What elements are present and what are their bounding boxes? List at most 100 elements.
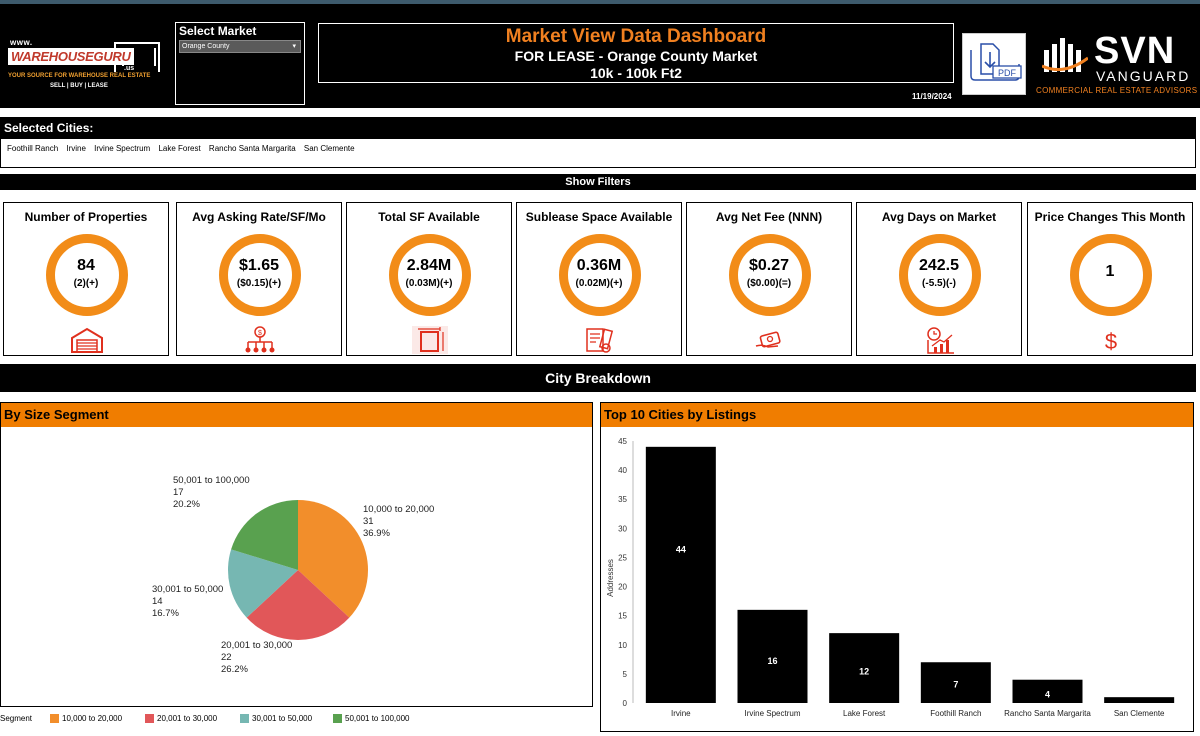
y-tick-label: 45 (618, 437, 627, 446)
bar[interactable] (737, 609, 808, 703)
kpi-ring (559, 234, 641, 316)
legend-title: Segment (0, 714, 33, 723)
bar[interactable] (645, 446, 716, 703)
report-date: 11/19/2024 (912, 92, 952, 101)
city-chip[interactable]: Rancho Santa Margarita (208, 144, 296, 153)
top-accent-line (0, 0, 1200, 4)
kpi-total-sf-available: Total SF Available 2.84M (0.03M)(+) (346, 202, 512, 356)
kpi-number-of-properties: Number of Properties 84 (2)(+) (3, 202, 169, 356)
bar-value-label: 7 (953, 680, 958, 690)
pdf-download-icon: PDF (970, 43, 1022, 81)
kpi-ring (899, 234, 981, 316)
market-select-value: Orange County (182, 43, 230, 50)
y-tick-label: 0 (623, 699, 628, 708)
legend-item[interactable]: 20,001 to 30,000 (145, 714, 218, 724)
svn-bars-icon (1042, 38, 1088, 72)
x-category-label: Lake Forest (843, 709, 886, 718)
pie-slice[interactable] (246, 570, 350, 640)
size-segment-pie-chart (228, 500, 368, 640)
kpi-ring (46, 234, 128, 316)
legend-swatch (333, 714, 342, 724)
blueprint-icon (586, 328, 614, 353)
x-category-label: Rancho Santa Margarita (1004, 709, 1091, 718)
pie-label-30k-50k: 30,001 to 50,000 14 16.7% (152, 584, 223, 620)
svg-text:$: $ (258, 330, 262, 337)
kpi-value: 2.84M (406, 257, 452, 274)
y-tick-label: 30 (618, 524, 627, 533)
kpi-ring (1070, 234, 1152, 316)
title-box: Market View Data Dashboard FOR LEASE - O… (318, 23, 954, 83)
legend-label: 30,001 to 50,000 (252, 714, 313, 723)
kpi-change: (2)(+) (73, 278, 99, 289)
dollar-sign-icon: $ (1105, 329, 1117, 354)
pie-legend: Segment 10,000 to 20,000 20,001 to 30,00… (0, 714, 600, 726)
logo-www: www. (10, 38, 33, 47)
kpi-value: $0.27 (748, 257, 790, 274)
market-select[interactable]: Orange County ▾ (179, 40, 301, 53)
y-tick-label: 40 (618, 466, 627, 475)
legend-item[interactable]: 50,001 to 100,000 (333, 714, 410, 724)
city-chip[interactable]: Irvine Spectrum (94, 144, 151, 153)
svn-caption: COMMERCIAL REAL ESTATE ADVISORS (1036, 86, 1198, 95)
bar[interactable] (920, 662, 991, 703)
kpi-sublease-space: Sublease Space Available 0.36M (0.02M)(+… (516, 202, 682, 356)
header-bar: www. WAREHOUSEGURU .us YOUR SOURCE FOR W… (0, 4, 1200, 108)
legend-label: 10,000 to 20,000 (62, 714, 123, 723)
x-category-label: Irvine (671, 709, 691, 718)
x-category-label: Irvine Spectrum (744, 709, 800, 718)
kpi-value: 1 (1105, 263, 1115, 280)
kpi-value: 84 (77, 257, 95, 274)
kpi-title: Avg Days on Market (881, 210, 997, 224)
legend-swatch (240, 714, 249, 724)
legend-item[interactable]: 10,000 to 20,000 (50, 714, 123, 724)
kpi-change: ($0.00)(=) (746, 278, 792, 289)
y-tick-label: 25 (618, 553, 627, 562)
kpi-avg-net-fee: Avg Net Fee (NNN) $0.27 ($0.00)(=) (686, 202, 852, 356)
kpi-ring (729, 234, 811, 316)
legend-label: 50,001 to 100,000 (345, 714, 410, 723)
y-tick-label: 15 (618, 612, 627, 621)
bar-value-label: 4 (1045, 689, 1050, 699)
legend-item[interactable]: 30,001 to 50,000 (240, 714, 313, 724)
kpi-title: Total SF Available (378, 210, 480, 224)
pie-label-name: 20,001 to 30,000 (221, 640, 293, 651)
top-cities-title: Top 10 Cities by Listings (601, 403, 1193, 427)
pie-slice[interactable] (228, 549, 298, 618)
city-chip[interactable]: Lake Forest (158, 144, 201, 153)
city-chip[interactable]: San Clemente (303, 144, 355, 153)
kpi-title: Number of Properties (24, 210, 148, 224)
y-axis-label: Addresses (606, 559, 615, 597)
bar-value-label: 12 (859, 667, 869, 677)
bar[interactable] (1012, 679, 1083, 703)
page-title: Market View Data Dashboard (505, 26, 767, 47)
pie-label-percent: 26.2% (221, 664, 248, 675)
pdf-download-button[interactable]: PDF (962, 33, 1026, 95)
bar[interactable] (829, 633, 900, 703)
show-filters-button[interactable]: Show Filters (0, 174, 1196, 190)
svn-vanguard-logo[interactable]: SVN VANGUARD COMMERCIAL REAL ESTATE ADVI… (1036, 30, 1198, 100)
bar[interactable] (1104, 697, 1175, 703)
x-category-label: Foothill Ranch (930, 709, 981, 718)
top-cities-bar-chart: 0 5 10 15 20 25 30 35 40 45 Addresses 44 Irvine 16 Irv… (606, 437, 1175, 718)
pie-label-name: 30,001 to 50,000 (152, 584, 224, 595)
legend-swatch (145, 714, 154, 724)
pie-label-percent: 16.7% (152, 608, 179, 619)
kpi-value: $1.65 (238, 257, 280, 274)
svn-sub: VANGUARD (1096, 68, 1191, 84)
area-frame-icon (412, 326, 448, 354)
page-subtitle-size: 10k - 100k Ft2 (590, 65, 682, 81)
kpi-avg-days-on-market: Avg Days on Market 242.5 (-5.5)(-) (856, 202, 1022, 356)
pie-slice[interactable] (298, 500, 368, 618)
warehouse-icon (71, 327, 103, 353)
legend-label: 20,001 to 30,000 (157, 714, 218, 723)
kpi-ring (219, 234, 301, 316)
logo-tagline: YOUR SOURCE FOR WAREHOUSE REAL ESTATE (8, 73, 151, 79)
city-chip[interactable]: Irvine (66, 144, 86, 153)
kpi-title: Sublease Space Available (525, 210, 673, 224)
svg-text:$: $ (1105, 329, 1117, 354)
pie-slice[interactable] (231, 500, 298, 570)
y-tick-label: 20 (618, 583, 627, 592)
y-tick-label: 5 (623, 670, 628, 679)
warehouseguru-logo[interactable]: www. WAREHOUSEGURU .us YOUR SOURCE FOR W… (6, 38, 166, 98)
city-chip[interactable]: Foothill Ranch (7, 144, 59, 153)
